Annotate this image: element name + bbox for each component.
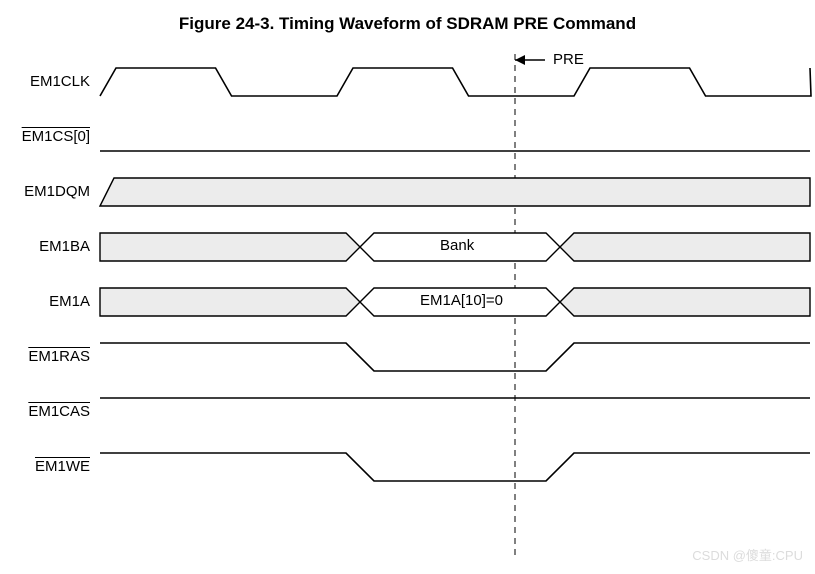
signal-label-em1clk: EM1CLK <box>0 73 90 90</box>
bank-annotation: Bank <box>440 237 474 254</box>
signal-label-em1cs0: EM1CS[0] <box>0 128 90 145</box>
signal-label-em1dqm: EM1DQM <box>0 183 90 200</box>
signal-label-em1cas: EM1CAS <box>0 403 90 420</box>
pre-annotation: PRE <box>553 51 584 68</box>
signal-label-em1we: EM1WE <box>0 458 90 475</box>
signal-label-em1ba: EM1BA <box>0 238 90 255</box>
watermark: CSDN @傻童:CPU <box>692 545 803 564</box>
timing-diagram <box>0 0 815 574</box>
signal-label-em1ras: EM1RAS <box>0 348 90 365</box>
em1a-annotation: EM1A[10]=0 <box>420 292 503 309</box>
signal-label-em1a: EM1A <box>0 293 90 310</box>
